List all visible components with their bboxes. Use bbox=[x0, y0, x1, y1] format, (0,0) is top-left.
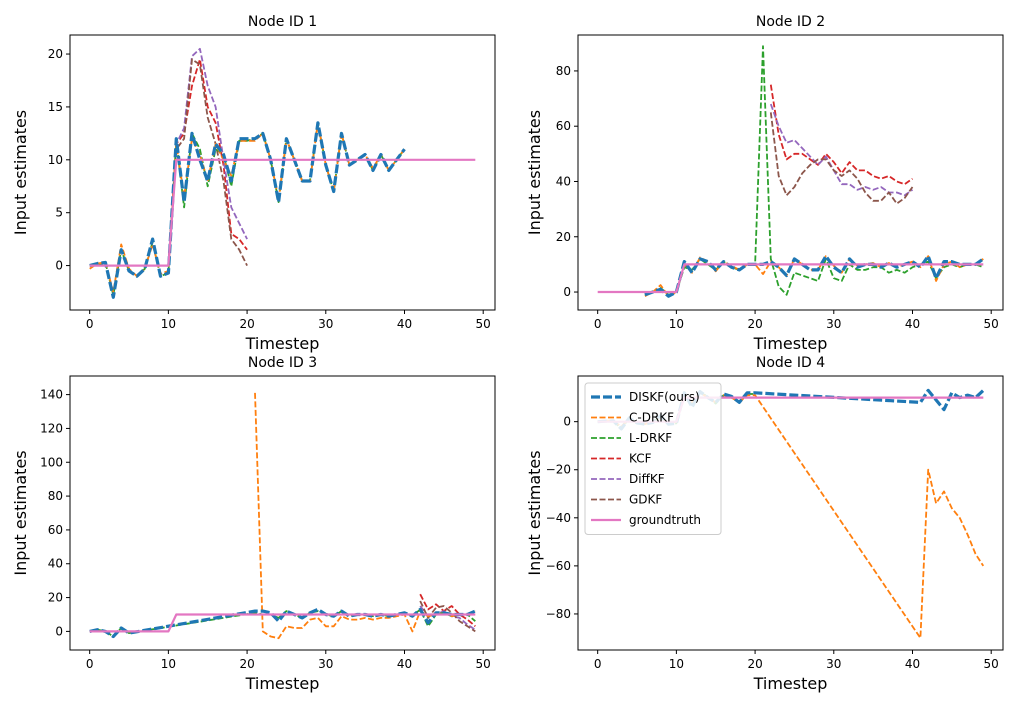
series-line-l-drkf bbox=[89, 121, 406, 297]
x-tick-label: 10 bbox=[669, 317, 684, 331]
x-tick-label: 0 bbox=[594, 317, 602, 331]
series-line-diskf-ours bbox=[644, 254, 985, 298]
legend: DISKF(ours) C-DRKF L-DRKF KCF DiffKF GDKF grou… bbox=[584, 382, 722, 535]
subplot-title: Node ID 1 bbox=[248, 14, 317, 30]
y-tick-label: 80 bbox=[556, 64, 571, 78]
series-line-groundtruth bbox=[597, 263, 984, 294]
series-group bbox=[89, 47, 476, 299]
legend-label-groundtruth: groundtruth bbox=[629, 513, 701, 527]
y-tick-label: 0 bbox=[563, 285, 571, 299]
x-tick-label: 20 bbox=[747, 317, 762, 331]
x-tick-label: 40 bbox=[905, 657, 920, 671]
series-line-gdkf bbox=[769, 112, 914, 205]
series-line-kcf bbox=[419, 593, 476, 627]
series-line-kcf bbox=[167, 58, 248, 266]
x-tick-label: 10 bbox=[161, 657, 176, 671]
series-line-kcf bbox=[769, 84, 914, 186]
series-group bbox=[89, 392, 476, 640]
x-axis-label: Timestep bbox=[245, 334, 320, 353]
y-axis-label: Input estimates bbox=[525, 110, 544, 235]
x-tick-label: 0 bbox=[86, 317, 94, 331]
x-tick-label: 30 bbox=[826, 657, 841, 671]
y-tick-label: 40 bbox=[556, 174, 571, 188]
y-axis-label: Input estimates bbox=[11, 450, 30, 575]
y-tick-label: 5 bbox=[55, 206, 63, 220]
y-tick-label: 20 bbox=[48, 47, 63, 61]
series-line-diskf-ours bbox=[89, 607, 476, 639]
y-tick-label: −20 bbox=[546, 463, 571, 477]
legend-label-kcf: KCF bbox=[629, 452, 652, 466]
axes-frame bbox=[69, 375, 496, 651]
series-line-diffkf bbox=[167, 47, 248, 266]
series-group bbox=[597, 45, 985, 298]
y-tick-label: 120 bbox=[40, 421, 63, 435]
subplot-4: 0 10 20 30 40 50 0 −20 −40 −60 −80 Node ID 4 Timeste… bbox=[525, 355, 1004, 693]
axes-frame bbox=[577, 34, 1004, 311]
legend-label-gdkf: GDKF bbox=[629, 493, 662, 507]
y-tick-label: 0 bbox=[55, 259, 63, 273]
x-tick-label: 40 bbox=[905, 317, 920, 331]
y-tick-label: 15 bbox=[48, 100, 63, 114]
y-tick-label: 40 bbox=[48, 557, 63, 571]
subplot-title: Node ID 4 bbox=[756, 355, 825, 371]
legend-label-diskf-ours: DISKF(ours) bbox=[629, 390, 700, 404]
y-tick-label: 20 bbox=[556, 230, 571, 244]
legend-box bbox=[584, 382, 722, 535]
subplot-3: 0 10 20 30 40 50 0 20 40 60 80 100 120 140 Node ID 3 Ti… bbox=[11, 355, 496, 693]
legend-label-l-drkf: L-DRKF bbox=[629, 431, 672, 445]
y-tick-label: 60 bbox=[556, 119, 571, 133]
y-tick-label: 0 bbox=[563, 415, 571, 429]
subplot-title: Node ID 2 bbox=[756, 14, 825, 30]
y-tick-label: −40 bbox=[546, 511, 571, 525]
x-tick-label: 30 bbox=[318, 657, 333, 671]
x-tick-label: 0 bbox=[86, 657, 94, 671]
x-tick-label: 50 bbox=[476, 317, 491, 331]
subplot-title: Node ID 3 bbox=[248, 355, 317, 371]
x-tick-label: 20 bbox=[239, 657, 254, 671]
x-tick-label: 50 bbox=[476, 657, 491, 671]
x-tick-label: 20 bbox=[747, 657, 762, 671]
series-line-groundtruth bbox=[89, 613, 476, 633]
x-tick-label: 10 bbox=[161, 317, 176, 331]
series-line-groundtruth bbox=[89, 158, 476, 267]
axes-frame bbox=[69, 34, 496, 311]
subplot-2: 0 10 20 30 40 50 0 20 40 60 80 Node ID 2 Timestep Inp… bbox=[525, 14, 1004, 353]
legend-label-c-drkf: C-DRKF bbox=[629, 411, 674, 425]
series-line-diskf-ours bbox=[89, 121, 406, 299]
y-tick-label: 20 bbox=[48, 591, 63, 605]
subplot-1: 0 10 20 30 40 50 0 5 10 15 20 Node ID 1 Timestep Inpu… bbox=[11, 14, 496, 353]
y-tick-label: 10 bbox=[48, 153, 63, 167]
x-tick-label: 10 bbox=[669, 657, 684, 671]
x-tick-label: 30 bbox=[826, 317, 841, 331]
y-tick-label: −60 bbox=[546, 559, 571, 573]
x-tick-label: 50 bbox=[984, 317, 999, 331]
y-axis-label: Input estimates bbox=[11, 110, 30, 235]
y-tick-label: 140 bbox=[40, 388, 63, 402]
y-tick-label: 60 bbox=[48, 523, 63, 537]
x-tick-label: 30 bbox=[318, 317, 333, 331]
y-tick-label: 0 bbox=[55, 624, 63, 638]
x-axis-label: Timestep bbox=[753, 334, 828, 353]
x-axis-label: Timestep bbox=[753, 674, 828, 693]
axes-frame bbox=[577, 375, 1004, 651]
legend-label-diffkf: DiffKF bbox=[629, 472, 665, 486]
x-axis-label: Timestep bbox=[245, 674, 320, 693]
x-tick-label: 20 bbox=[239, 317, 254, 331]
x-tick-label: 40 bbox=[397, 657, 412, 671]
y-axis-label: Input estimates bbox=[525, 450, 544, 575]
x-tick-label: 0 bbox=[594, 657, 602, 671]
y-tick-label: 80 bbox=[48, 489, 63, 503]
x-tick-label: 40 bbox=[397, 317, 412, 331]
x-tick-label: 50 bbox=[984, 657, 999, 671]
y-tick-label: 100 bbox=[40, 455, 63, 469]
series-line-gdkf bbox=[167, 58, 248, 267]
y-tick-label: −80 bbox=[546, 607, 571, 621]
